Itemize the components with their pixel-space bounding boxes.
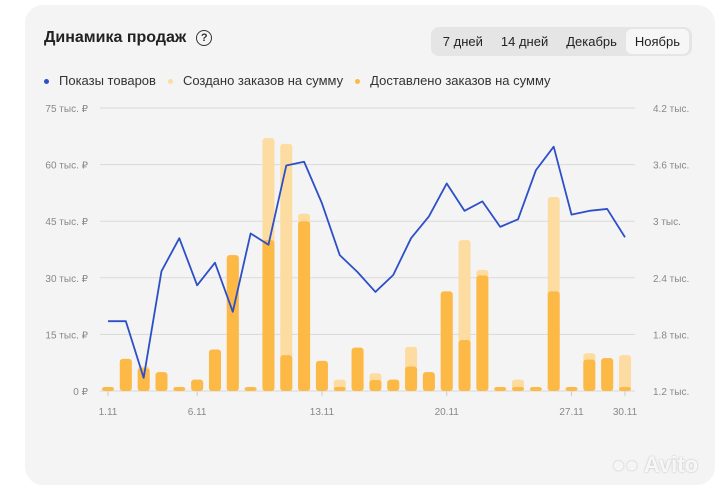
bar-delivered [191, 379, 204, 391]
bar-delivered [494, 387, 507, 391]
bar-delivered [387, 379, 400, 391]
x-tick-label: 1.11 [99, 407, 118, 418]
question-circle-icon[interactable]: ? [196, 30, 213, 46]
period-7-days[interactable]: 7 дней [442, 34, 483, 49]
y-left-tick-label: 60 тыс. ₽ [45, 161, 88, 172]
bar-delivered [280, 355, 293, 391]
legend-dot-icon [167, 79, 173, 85]
bar-created [280, 143, 293, 391]
bar-delivered [601, 358, 614, 391]
line-shows [108, 145, 626, 379]
bar-delivered [458, 340, 471, 391]
bar-delivered [565, 387, 578, 391]
bar-delivered [333, 387, 346, 391]
bar-delivered [244, 387, 257, 391]
bar-delivered [619, 387, 631, 391]
y-right-tick-label: 4.2 тыс. [653, 104, 689, 115]
legend-label: Доставлено заказов на сумму [370, 73, 551, 88]
bar-delivered [529, 387, 542, 391]
sales-dynamics-card [25, 5, 715, 485]
y-left-tick-label: 45 тыс. ₽ [45, 217, 88, 228]
card-header: Динамика продаж ? [44, 29, 213, 47]
period-december[interactable]: Декабрь [566, 34, 617, 49]
bar-delivered [298, 221, 311, 391]
bar-delivered [476, 275, 489, 391]
y-left-tick-label: 0 ₽ [73, 387, 88, 398]
y-right-tick-label: 1.2 тыс. [653, 387, 689, 398]
period-november[interactable]: Ноябрь [625, 29, 689, 54]
legend-label: Создано заказов на сумму [182, 73, 344, 88]
bar-delivered [315, 360, 328, 391]
bar-delivered [512, 387, 525, 391]
bar-delivered [119, 358, 132, 391]
y-left-tick-label: 15 тыс. ₽ [45, 330, 88, 341]
page-title: Динамика продаж [44, 29, 187, 46]
bar-delivered [208, 349, 221, 391]
period-14-days[interactable]: 14 дней [500, 34, 549, 49]
bar-delivered [262, 240, 275, 391]
bar-delivered [102, 387, 114, 391]
y-right-tick-label: 3.6 тыс. [653, 161, 689, 172]
bar-delivered [226, 255, 239, 391]
bar-delivered [440, 291, 453, 391]
y-right-tick-label: 2.4 тыс. [653, 274, 689, 285]
bar-delivered [422, 372, 435, 391]
y-right-tick-label: 1.8 тыс. [653, 330, 689, 341]
bar-delivered [583, 359, 596, 391]
avito-watermark-logo: ●● Avito [612, 452, 699, 477]
legend-item-delivered[interactable]: Доставлено заказов на сумму [355, 73, 551, 88]
bar-delivered [547, 291, 560, 391]
x-tick-label: 20.11 [435, 407, 460, 418]
legend-dot-icon [355, 79, 361, 85]
legend-label: Показы товаров [59, 73, 156, 88]
legend-item-shows[interactable]: Показы товаров [44, 73, 156, 88]
bar-delivered [155, 372, 168, 391]
bar-delivered [405, 366, 418, 391]
bar-delivered [173, 387, 186, 391]
legend-dot-icon [44, 79, 49, 85]
x-tick-label: 27.11 [559, 407, 584, 418]
y-right-tick-label: 3 тыс. [653, 217, 681, 228]
bar-created [619, 355, 631, 391]
bar-delivered [351, 347, 364, 391]
period-selector: 7 дней 14 дней Декабрь Ноябрь [430, 27, 692, 56]
x-tick-label: 6.11 [188, 407, 207, 418]
y-left-tick-label: 75 тыс. ₽ [45, 104, 88, 115]
bar-delivered [137, 368, 150, 391]
x-tick-label: 30.11 [613, 407, 638, 418]
chart-legend: Показы товаров Создано заказов на сумму … [44, 73, 551, 88]
bar-delivered [369, 380, 382, 391]
legend-item-created[interactable]: Создано заказов на сумму [167, 73, 344, 88]
x-tick-label: 13.11 [310, 407, 335, 418]
y-left-tick-label: 30 тыс. ₽ [45, 274, 88, 285]
